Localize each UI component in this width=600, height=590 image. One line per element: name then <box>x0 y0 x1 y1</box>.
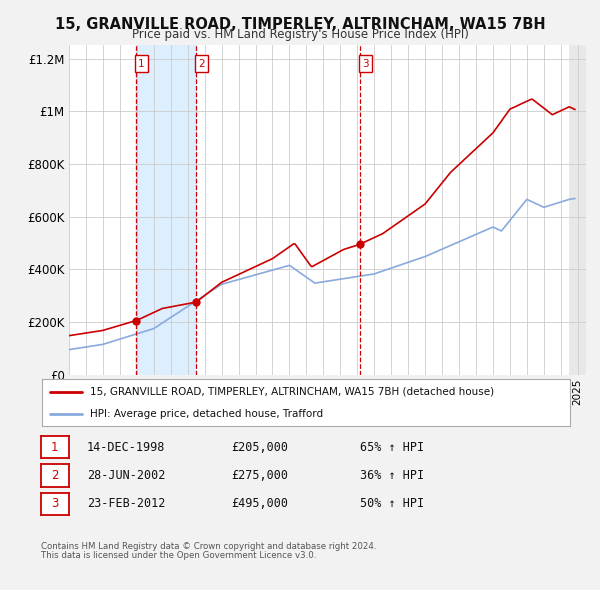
Bar <box>136 45 196 375</box>
Text: 15, GRANVILLE ROAD, TIMPERLEY, ALTRINCHAM, WA15 7BH (detached house): 15, GRANVILLE ROAD, TIMPERLEY, ALTRINCHA… <box>89 387 494 397</box>
Text: 14-DEC-1998: 14-DEC-1998 <box>87 441 166 454</box>
Text: 1: 1 <box>51 441 59 454</box>
Text: 2: 2 <box>198 58 205 68</box>
Text: £495,000: £495,000 <box>231 497 288 510</box>
Text: 3: 3 <box>51 497 59 510</box>
Text: 2: 2 <box>51 469 59 482</box>
Text: Contains HM Land Registry data © Crown copyright and database right 2024.: Contains HM Land Registry data © Crown c… <box>41 542 376 551</box>
Text: HPI: Average price, detached house, Trafford: HPI: Average price, detached house, Traf… <box>89 409 323 419</box>
Text: £275,000: £275,000 <box>231 469 288 482</box>
Text: 36% ↑ HPI: 36% ↑ HPI <box>360 469 424 482</box>
Text: Price paid vs. HM Land Registry's House Price Index (HPI): Price paid vs. HM Land Registry's House … <box>131 28 469 41</box>
Bar <box>569 45 586 375</box>
Text: 50% ↑ HPI: 50% ↑ HPI <box>360 497 424 510</box>
Text: 15, GRANVILLE ROAD, TIMPERLEY, ALTRINCHAM, WA15 7BH: 15, GRANVILLE ROAD, TIMPERLEY, ALTRINCHA… <box>55 17 545 31</box>
Text: 23-FEB-2012: 23-FEB-2012 <box>87 497 166 510</box>
Text: £205,000: £205,000 <box>231 441 288 454</box>
Text: 3: 3 <box>362 58 368 68</box>
Text: This data is licensed under the Open Government Licence v3.0.: This data is licensed under the Open Gov… <box>41 552 316 560</box>
Text: 1: 1 <box>138 58 145 68</box>
Text: 28-JUN-2002: 28-JUN-2002 <box>87 469 166 482</box>
Text: 65% ↑ HPI: 65% ↑ HPI <box>360 441 424 454</box>
